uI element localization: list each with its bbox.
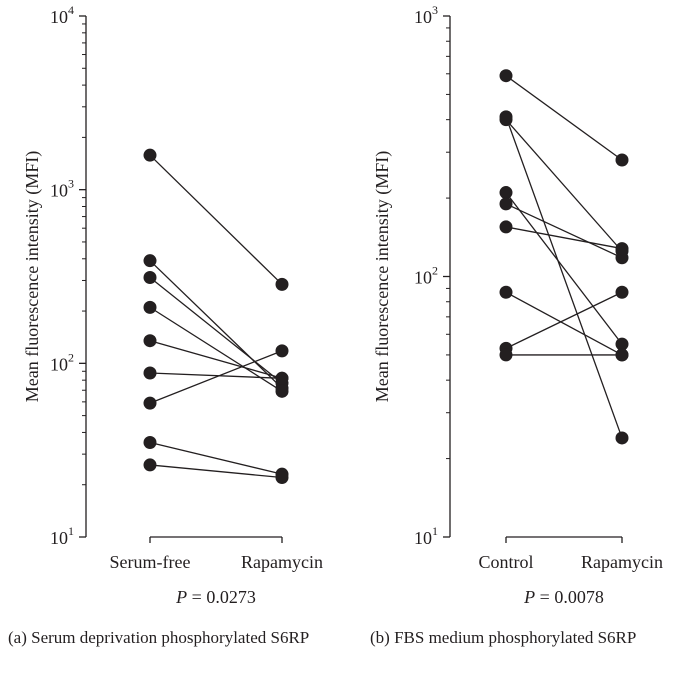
- pair-line-7: [149, 441, 283, 475]
- y-tick-label: 101: [50, 524, 74, 548]
- data-point-after-4: [615, 251, 629, 265]
- y-axis-label: Mean fluorescence intensity (MFI): [372, 151, 393, 402]
- data-point-before-1: [143, 254, 157, 268]
- data-point-before-5: [143, 366, 157, 380]
- p-value-label: P = 0.0078: [523, 587, 604, 607]
- data-point-before-4: [143, 334, 157, 348]
- data-point-before-0: [143, 148, 157, 162]
- pair-line-0: [505, 75, 623, 161]
- p-value-label: P = 0.0273: [175, 587, 256, 607]
- data-point-before-6: [143, 396, 157, 410]
- panel-a: 101 102 103 104 Mean fluorescence intensity …: [22, 3, 323, 607]
- y-tick-label: 102: [414, 264, 438, 288]
- data-point-after-8: [615, 348, 629, 362]
- data-point-before-3: [499, 186, 513, 200]
- caption-a: (a) Serum deprivation phosphorylated S6R…: [8, 628, 310, 647]
- pair-line-5: [505, 226, 623, 250]
- data-point-after-5: [615, 242, 629, 256]
- data-point-before-8: [499, 348, 513, 362]
- pair-line-1: [505, 116, 623, 439]
- pair-line-4: [149, 340, 283, 379]
- x-category-label: Serum-free: [110, 552, 191, 572]
- pair-line-6: [149, 350, 283, 404]
- y-tick-label: 102: [50, 350, 74, 374]
- data-point-after-5: [275, 371, 289, 385]
- y-tick-label: 104: [50, 3, 74, 27]
- data-point-before-8: [143, 458, 157, 472]
- data-point-before-0: [499, 69, 513, 83]
- data-point-before-3: [143, 300, 157, 314]
- caption-b: (b) FBS medium phosphorylated S6RP: [370, 628, 637, 647]
- x-category-label: Rapamycin: [581, 552, 663, 572]
- pair-line-3: [149, 306, 283, 392]
- y-tick-label: 103: [50, 177, 74, 201]
- pair-line-5: [149, 372, 283, 379]
- data-point-before-2: [499, 113, 513, 127]
- pair-line-1: [149, 260, 283, 389]
- x-category-label: Control: [478, 552, 533, 572]
- data-point-before-5: [499, 220, 513, 234]
- panel-b: 101 102 103 Mean fluorescence intensity (MF…: [372, 3, 663, 607]
- y-axis-label: Mean fluorescence intensity (MFI): [22, 151, 43, 402]
- data-point-after-3: [275, 384, 289, 398]
- pair-line-0: [149, 154, 283, 285]
- data-point-before-2: [143, 271, 157, 285]
- pair-line-4: [505, 203, 623, 259]
- data-point-after-8: [275, 471, 289, 485]
- data-point-after-0: [615, 153, 629, 167]
- data-point-after-3: [615, 337, 629, 351]
- data-point-before-7: [143, 436, 157, 450]
- y-tick-label: 101: [414, 524, 438, 548]
- data-point-before-6: [499, 285, 513, 299]
- pair-line-3: [505, 192, 623, 345]
- pair-line-8: [149, 464, 283, 479]
- pair-line-6: [505, 291, 623, 356]
- data-point-after-7: [615, 285, 629, 299]
- pair-line-2: [505, 119, 623, 252]
- data-point-after-0: [275, 277, 289, 291]
- x-category-label: Rapamycin: [241, 552, 323, 572]
- pair-line-2: [149, 277, 283, 384]
- data-point-after-6: [275, 344, 289, 358]
- data-point-after-1: [615, 431, 629, 445]
- pair-line-7: [505, 291, 623, 349]
- y-tick-label: 103: [414, 3, 438, 27]
- data-point-before-4: [499, 197, 513, 211]
